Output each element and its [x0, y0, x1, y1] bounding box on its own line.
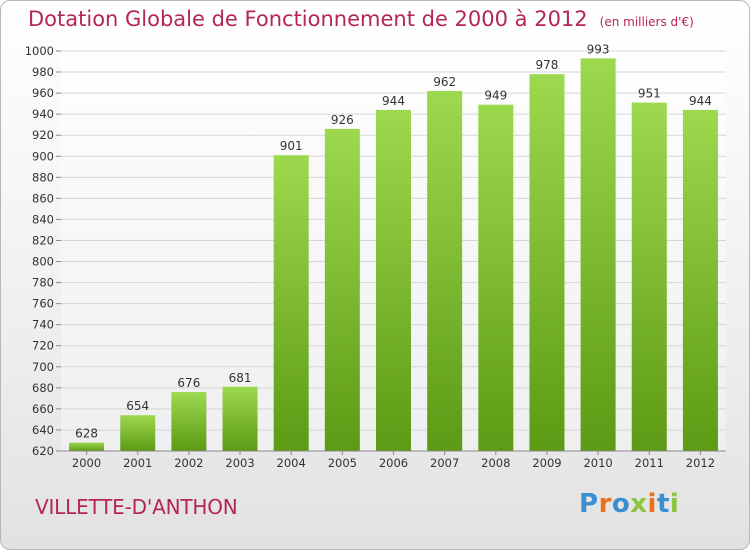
logo-letter: o	[611, 489, 631, 519]
bar-value-label: 681	[229, 371, 252, 385]
logo-letter: r	[598, 489, 612, 519]
y-tick-label: 660	[32, 402, 54, 416]
bar-value-label: 901	[280, 139, 303, 153]
x-tick-label: 2000	[72, 456, 101, 470]
y-tick-label: 960	[32, 86, 54, 100]
bar	[427, 91, 463, 451]
logo-letter: t	[656, 489, 670, 519]
y-tick-label: 720	[32, 339, 54, 353]
bar	[631, 102, 667, 451]
bar	[529, 74, 565, 451]
logo-letter: P	[579, 489, 599, 519]
x-tick-label: 2008	[481, 456, 510, 470]
y-tick-labels-group: 620 640 660 680 700 720 740 760 780 800 820 840 860 8…	[25, 44, 54, 458]
bar	[478, 104, 514, 452]
y-tick-label: 860	[32, 191, 54, 205]
logo-letter: i	[647, 489, 657, 519]
x-tick-label: 2004	[277, 456, 306, 470]
y-tick-label: 940	[32, 107, 54, 121]
y-tick-label: 680	[32, 381, 54, 395]
y-tick-label: 920	[32, 128, 54, 142]
bar	[376, 109, 411, 452]
bar	[580, 58, 616, 452]
y-tick-label: 820	[32, 233, 54, 247]
x-tick-label: 2010	[583, 456, 612, 470]
bars-group	[69, 58, 718, 452]
y-tick-label: 880	[32, 170, 54, 184]
bar-value-label: 654	[126, 399, 149, 413]
proxiti-logo: Proxiti	[579, 489, 679, 519]
bar	[69, 442, 105, 451]
x-tick-label: 2002	[174, 456, 203, 470]
bar	[324, 128, 360, 451]
bar	[682, 109, 718, 452]
bar	[273, 155, 309, 452]
y-tick-label: 620	[32, 444, 54, 458]
y-tick-label: 900	[32, 149, 54, 163]
bar	[222, 386, 258, 451]
logo-letter: i	[669, 489, 680, 519]
bar-value-label: 676	[177, 376, 200, 390]
y-tick-label: 840	[32, 212, 54, 226]
bar-value-label: 962	[433, 75, 456, 89]
bar-value-label: 978	[536, 58, 559, 72]
x-tick-label: 2003	[225, 456, 254, 470]
chart-title: Dotation Globale de Fonctionnement de 20…	[28, 7, 694, 31]
bar	[171, 392, 207, 451]
y-tick-label: 800	[32, 255, 54, 269]
bar-value-label: 944	[382, 94, 405, 108]
bar-value-label: 949	[484, 89, 507, 103]
value-labels-group: 628 654 676 681 901 926 944 962 949 978 993 951 944	[75, 42, 712, 440]
x-tick-label: 2005	[328, 456, 357, 470]
x-tick-label: 2006	[379, 456, 408, 470]
x-tick-label: 2011	[635, 456, 664, 470]
y-tick-label: 980	[32, 65, 54, 79]
logo-letter: x	[630, 489, 648, 519]
bar-value-label: 628	[75, 427, 98, 441]
y-tick-label: 700	[32, 360, 54, 374]
y-tick-label: 740	[32, 318, 54, 332]
bar-value-label: 951	[638, 87, 661, 101]
x-tick-label: 2009	[532, 456, 561, 470]
chart-unit: (en milliers d'€)	[599, 15, 694, 29]
bar-value-label: 926	[331, 113, 354, 127]
x-tick-label: 2001	[123, 456, 152, 470]
x-tick-label: 2007	[430, 456, 459, 470]
y-tick-label: 760	[32, 297, 54, 311]
bar	[120, 415, 156, 451]
commune-name: VILLETTE-D'ANTHON	[35, 495, 238, 519]
x-tick-labels-group: 2000 2001 2002 2003 2004 2005 2006 2007 2008 2009…	[72, 451, 715, 470]
bar-value-label: 944	[689, 94, 712, 108]
y-tick-label: 640	[32, 423, 54, 437]
y-tick-label: 780	[32, 276, 54, 290]
x-tick-label: 2012	[686, 456, 715, 470]
bar-value-label: 993	[587, 42, 610, 56]
chart-title-text: Dotation Globale de Fonctionnement de 20…	[28, 7, 588, 31]
y-tick-label: 1000	[25, 44, 54, 58]
